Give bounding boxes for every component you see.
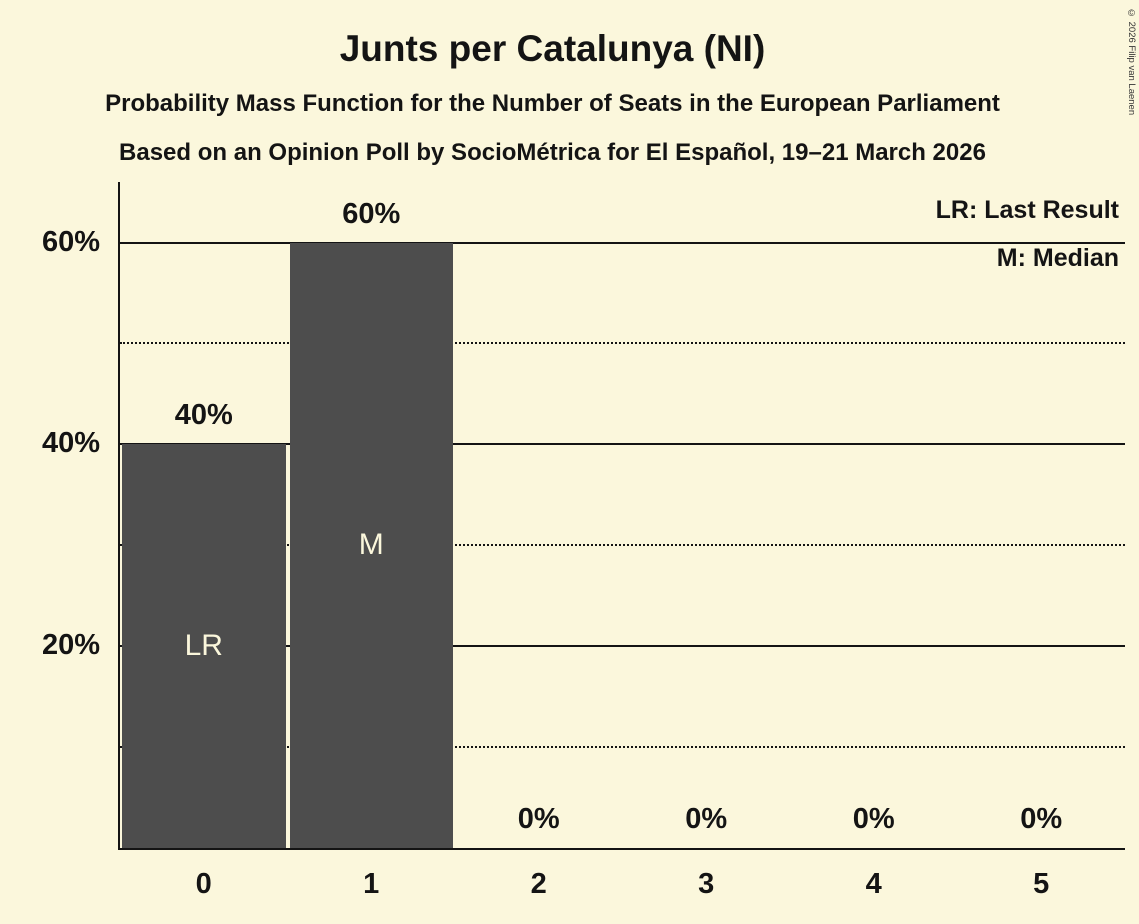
x-axis-label-3: 3 — [698, 868, 715, 900]
x-axis-label-0: 0 — [195, 868, 212, 900]
bar-slot-1: M 60% — [288, 182, 456, 848]
bar-slot-2: 0% — [455, 182, 623, 848]
value-label-4: 0% — [852, 803, 895, 835]
bar-slot-0: LR 40% — [120, 182, 288, 848]
legend-item-median: M: Median — [996, 244, 1119, 272]
bar-slot-3: 0% — [623, 182, 791, 848]
x-axis-label-4: 4 — [865, 868, 882, 900]
copyright-notice: © 2026 Filip van Laenen — [1126, 8, 1137, 116]
value-label-1: 60% — [342, 197, 401, 230]
bar-slot-5: 0% — [958, 182, 1126, 848]
chart-source-line: Based on an Opinion Poll by SocioMétrica… — [119, 139, 986, 166]
value-label-3: 0% — [685, 803, 728, 835]
bar-slot-4: 0% — [790, 182, 958, 848]
gridline-solid-60 — [120, 241, 1125, 244]
gridline-dotted-50 — [120, 342, 1125, 345]
chart-title: Junts per Catalunya (NI) — [339, 28, 766, 69]
y-axis-label-60: 60% — [41, 225, 100, 258]
bar-annotation-m: M — [358, 528, 384, 562]
bar-annotation-lr: LR — [184, 629, 223, 663]
chart-legend: LR: Last Result M: Median — [936, 186, 1119, 282]
y-axis-label-20: 20% — [41, 629, 100, 662]
y-axis-line — [118, 182, 120, 850]
x-axis-label-5: 5 — [1033, 868, 1050, 900]
legend-item-last-result: LR: Last Result — [935, 196, 1119, 224]
value-label-2: 0% — [517, 803, 560, 835]
value-label-5: 0% — [1020, 803, 1063, 835]
gridline-solid-20 — [120, 645, 1125, 648]
gridline-dotted-10 — [120, 746, 1125, 749]
x-axis-line — [118, 848, 1125, 850]
gridline-dotted-30 — [120, 544, 1125, 547]
x-axis-label-2: 2 — [530, 868, 547, 900]
y-axis-label-40: 40% — [41, 427, 100, 460]
x-axis-label-1: 1 — [363, 868, 380, 900]
bar-seats-1: M — [289, 242, 453, 848]
chart-subtitle: Probability Mass Function for the Number… — [105, 90, 1000, 117]
bar-seats-0: LR — [122, 444, 286, 848]
plot-area: LR 40% 0 M 60% 1 0% 2 0% 3 0% 4 0% 5 — [118, 182, 1126, 900]
gridline-solid-40 — [120, 443, 1125, 446]
value-label-0: 40% — [174, 399, 233, 432]
